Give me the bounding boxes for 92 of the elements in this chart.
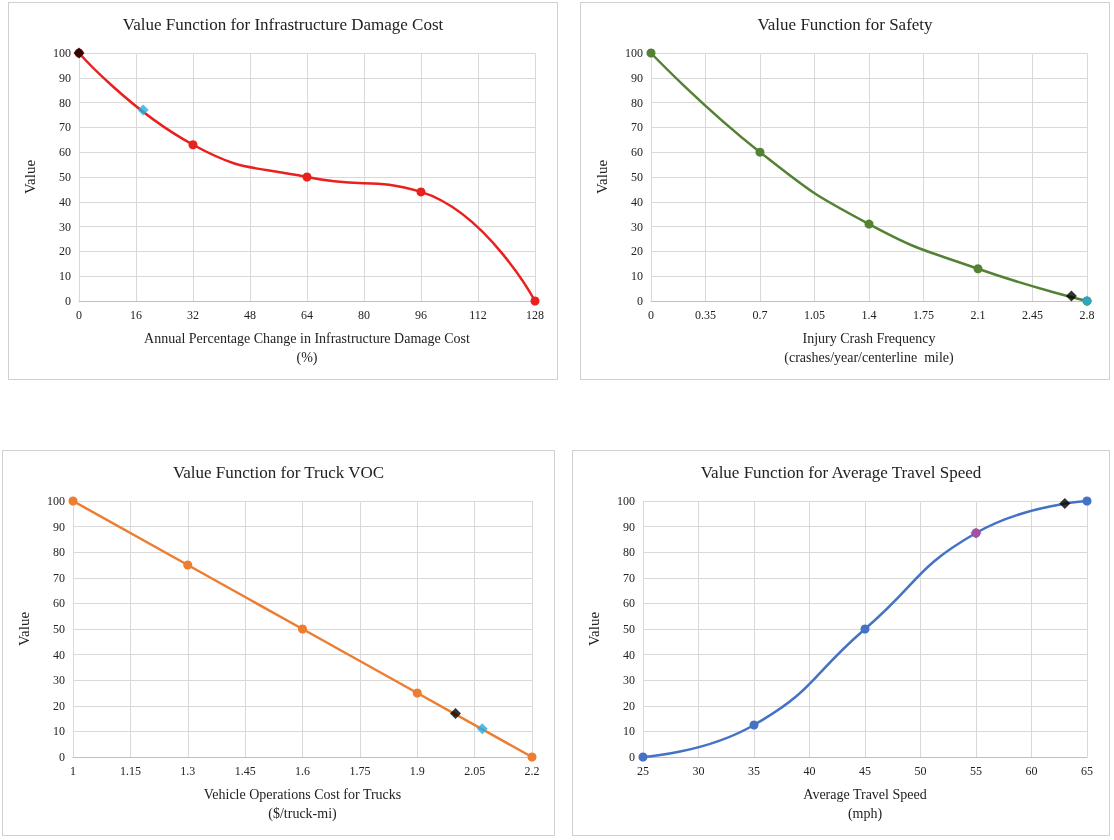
x-tick-label: 30 <box>692 764 705 778</box>
x-tick-label: 80 <box>358 308 370 322</box>
y-tick-label: 90 <box>623 519 635 534</box>
y-tick-label: 40 <box>53 647 65 662</box>
x-tick-label: 1.4 <box>861 308 877 322</box>
y-tick-label: 70 <box>53 570 65 585</box>
x-tick-label: 55 <box>970 764 982 778</box>
y-tick-label: 20 <box>631 244 643 259</box>
x-tick-label: 1.05 <box>804 308 825 322</box>
y-tick-label: 80 <box>623 545 635 560</box>
y-tick-label: 50 <box>623 622 635 636</box>
x-tick-label: 0 <box>76 308 82 322</box>
y-tick-label: 50 <box>53 622 65 636</box>
y-tick-label: 0 <box>629 750 635 764</box>
x-tick-label: 50 <box>914 764 927 778</box>
x-tick-label: 0.35 <box>695 308 716 322</box>
chart-title: Value Function for Average Travel Speed <box>700 463 982 482</box>
x-tick-label: 32 <box>187 308 199 322</box>
y-tick-label: 90 <box>59 70 71 85</box>
x-tick-label: 64 <box>301 308 313 322</box>
y-axis-title: Value <box>585 611 602 647</box>
x-tick-label: 1.15 <box>119 764 141 778</box>
x-axis-title: Injury Crash Frequency (crashes/year/centerline mile) <box>784 331 955 366</box>
y-tick-label: 100 <box>47 494 65 508</box>
y-tick-label: 60 <box>631 145 643 160</box>
y-tick-label: 20 <box>59 244 71 259</box>
y-tick-label: 70 <box>631 120 643 135</box>
x-tick-label: 48 <box>244 308 256 322</box>
y-tick-label: 30 <box>53 673 65 688</box>
x-tick-label: 45 <box>859 764 871 778</box>
x-tick-label: 1.9 <box>409 764 425 778</box>
x-axis-title: Vehicle Operations Cost for Trucks ($/truck-mi) <box>203 787 402 822</box>
y-tick-label: 100 <box>617 494 635 508</box>
x-tick-label: 2.2 <box>524 764 540 778</box>
x-tick-label: 1 <box>70 764 76 778</box>
x-tick-label: 112 <box>469 308 487 322</box>
y-tick-label: 0 <box>59 750 65 764</box>
y-tick-label: 100 <box>53 46 71 60</box>
x-tick-label: 1.45 <box>234 764 256 778</box>
y-tick-label: 10 <box>59 269 71 284</box>
x-tick-label: 40 <box>803 764 816 778</box>
x-axis-title: Average Travel Speed (mph) <box>803 787 927 822</box>
x-tick-label: 60 <box>1025 764 1038 778</box>
y-tick-label: 50 <box>631 170 643 184</box>
y-tick-label: 80 <box>53 545 65 560</box>
chart-title: Value Function for Infrastructure Damage Cost <box>122 15 444 34</box>
x-tick-label: 128 <box>526 308 544 322</box>
x-tick-label: 65 <box>1081 764 1093 778</box>
y-tick-label: 70 <box>623 570 635 585</box>
y-tick-label: 10 <box>631 269 643 284</box>
x-tick-label: 16 <box>130 308 142 322</box>
y-tick-label: 40 <box>631 194 643 209</box>
x-tick-label: 1.3 <box>180 764 196 778</box>
y-tick-label: 0 <box>65 294 71 308</box>
y-axis-title: Value <box>593 159 610 195</box>
y-tick-label: 30 <box>59 219 71 234</box>
x-tick-label: 0.7 <box>752 308 768 322</box>
y-axis-title: Value <box>15 611 32 647</box>
y-tick-label: 20 <box>623 698 635 713</box>
y-tick-label: 70 <box>59 120 71 135</box>
x-tick-label: 1.75 <box>349 764 371 778</box>
y-tick-label: 10 <box>623 724 635 739</box>
x-tick-label: 1.6 <box>295 764 310 778</box>
x-tick-label: 0 <box>648 308 654 322</box>
x-axis-title: Annual Percentage Change in Infrastructure Damage Cost (%) <box>144 331 470 366</box>
y-tick-label: 10 <box>53 724 65 739</box>
x-tick-label: 35 <box>748 764 760 778</box>
y-tick-label: 40 <box>59 194 71 209</box>
y-tick-label: 30 <box>631 219 643 234</box>
y-tick-label: 90 <box>631 70 643 85</box>
y-tick-label: 60 <box>623 596 635 611</box>
chart-title: Value Function for Truck VOC <box>172 463 385 482</box>
x-tick-label: 2.1 <box>970 308 986 322</box>
y-tick-label: 90 <box>53 519 65 534</box>
y-tick-label: 60 <box>53 596 65 611</box>
x-tick-label: 2.05 <box>464 764 486 778</box>
y-tick-label: 100 <box>625 46 643 60</box>
y-tick-label: 50 <box>59 170 71 184</box>
x-tick-label: 1.75 <box>913 308 934 322</box>
x-tick-label: 2.45 <box>1022 308 1043 322</box>
chart-title: Value Function for Safety <box>757 15 934 34</box>
y-tick-label: 20 <box>53 698 65 713</box>
y-tick-label: 80 <box>59 95 71 110</box>
x-tick-label: 96 <box>415 308 427 322</box>
x-tick-label: 2.8 <box>1079 308 1095 322</box>
y-tick-label: 80 <box>631 95 643 110</box>
x-tick-label: 25 <box>637 764 649 778</box>
y-tick-label: 40 <box>623 647 635 662</box>
y-tick-label: 60 <box>59 145 71 160</box>
y-tick-label: 0 <box>637 294 643 308</box>
y-axis-title: Value <box>21 159 38 195</box>
y-tick-label: 30 <box>623 673 635 688</box>
